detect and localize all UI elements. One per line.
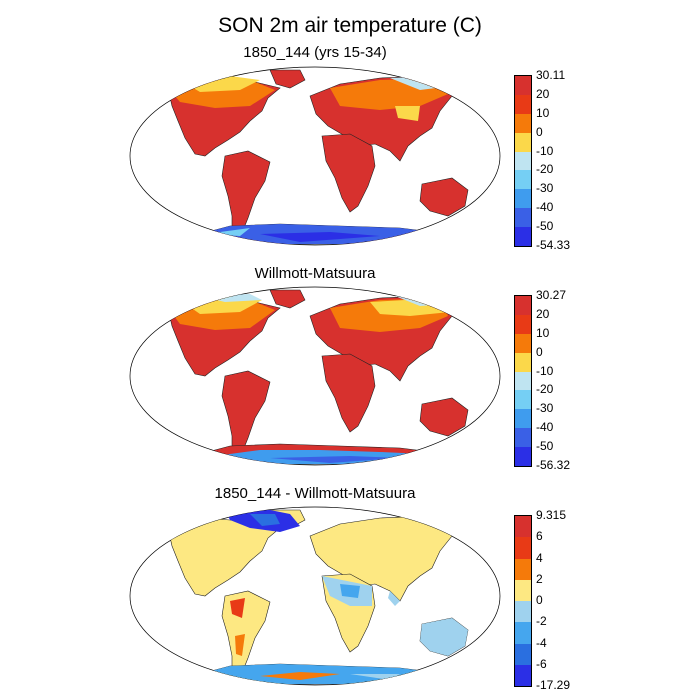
colorbar-label: 30.27	[536, 288, 567, 302]
colorbar-label: -10	[536, 363, 554, 378]
colorbar-label: 4	[536, 550, 543, 565]
panel-3-map	[129, 506, 501, 686]
panel-2-title: Willmott-Matsuura	[254, 265, 376, 282]
panel-3-title: 1850_144 - Willmott-Matsuura	[214, 485, 416, 502]
colorbar-label: 20	[536, 306, 550, 321]
figure-title: SON 2m air temperature (C)	[218, 14, 482, 37]
colorbar-segment	[515, 643, 531, 665]
colorbar-segment	[515, 314, 531, 334]
colorbar-segment	[515, 208, 531, 227]
colorbar-segment	[515, 352, 531, 372]
colorbar-label: -30	[536, 401, 554, 416]
colorbar-label: -40	[536, 420, 554, 435]
colorbar-label: -17.29	[536, 678, 571, 692]
colorbar-label: -10	[536, 143, 554, 158]
colorbar-segment	[515, 227, 531, 246]
colorbar-label: 2	[536, 571, 543, 586]
colorbar-segment	[515, 296, 531, 315]
colorbar-label: -50	[536, 439, 554, 454]
panel-2-map	[129, 286, 501, 466]
colorbar-label: 10	[536, 325, 550, 340]
colorbar-label: -54.33	[536, 238, 571, 252]
colorbar-label: -20	[536, 162, 554, 177]
colorbar-segment	[515, 113, 531, 133]
colorbar-label: -56.32	[536, 458, 571, 472]
colorbar-label: 20	[536, 86, 550, 101]
colorbar-segment	[515, 622, 531, 644]
colorbar-label: -30	[536, 181, 554, 196]
colorbar-segment	[515, 76, 531, 95]
colorbar-label: -2	[536, 614, 547, 629]
colorbar-segment	[515, 390, 531, 410]
colorbar-segment	[515, 558, 531, 580]
panel-1-title: 1850_144 (yrs 15-34)	[243, 44, 387, 61]
colorbar-segment	[515, 132, 531, 152]
colorbar-label: -20	[536, 382, 554, 397]
panel-3-colorbar	[514, 515, 532, 687]
colorbar-label: 0	[536, 124, 543, 139]
colorbar-segment	[515, 447, 531, 466]
panel-2-colorbar	[514, 295, 532, 467]
colorbar-segment	[515, 579, 531, 601]
panel-1-colorbar	[514, 75, 532, 247]
colorbar-label: -6	[536, 656, 547, 671]
colorbar-label: 0	[536, 344, 543, 359]
colorbar-segment	[515, 371, 531, 391]
colorbar-segment	[515, 664, 531, 686]
colorbar-segment	[515, 333, 531, 353]
colorbar-label: -50	[536, 219, 554, 234]
colorbar-label: 6	[536, 529, 543, 544]
colorbar-segment	[515, 170, 531, 190]
colorbar-label: 9.315	[536, 508, 567, 522]
colorbar-segment	[515, 151, 531, 171]
colorbar-segment	[515, 94, 531, 114]
colorbar-segment	[515, 189, 531, 209]
colorbar-label: 30.11	[536, 68, 566, 82]
colorbar-label: -4	[536, 635, 547, 650]
colorbar-segment	[515, 601, 531, 623]
colorbar-label: -40	[536, 200, 554, 215]
colorbar-segment	[515, 516, 531, 538]
colorbar-segment	[515, 537, 531, 559]
colorbar-label: 0	[536, 593, 543, 607]
panel-1-map	[129, 66, 501, 246]
colorbar-segment	[515, 409, 531, 429]
colorbar-segment	[515, 428, 531, 447]
colorbar-label: 10	[536, 105, 550, 120]
